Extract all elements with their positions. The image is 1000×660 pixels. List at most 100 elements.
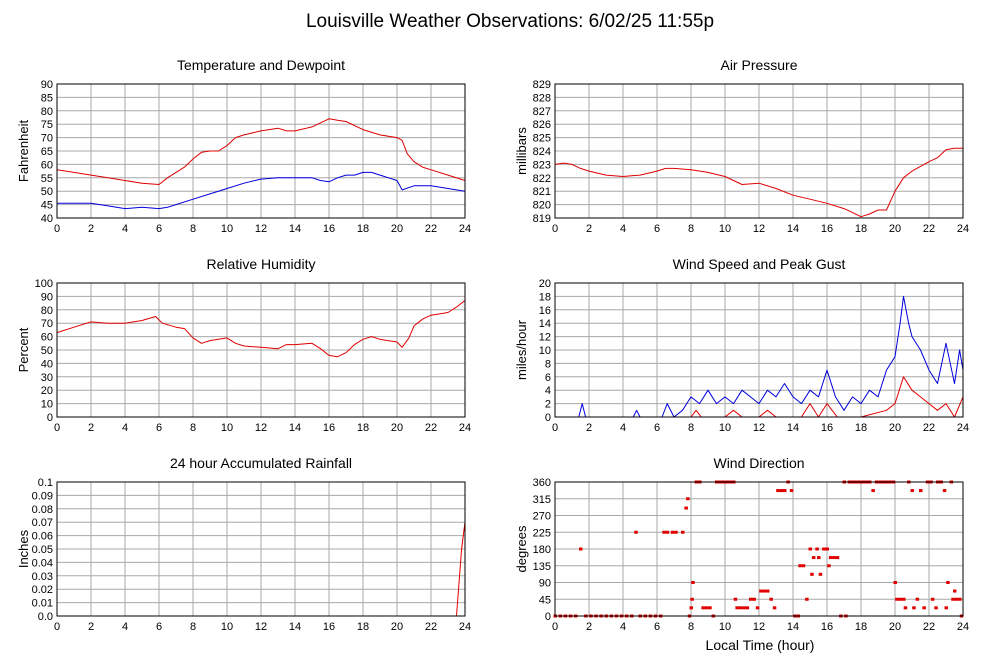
data-point bbox=[681, 530, 685, 534]
x-tick-label: 8 bbox=[688, 422, 694, 434]
series-line-red bbox=[56, 300, 466, 358]
y-tick-label: 90 bbox=[41, 79, 53, 91]
data-point bbox=[634, 530, 638, 534]
x-tick-label: 6 bbox=[654, 223, 660, 235]
x-tick-label: 6 bbox=[654, 621, 660, 633]
x-tick-label: 12 bbox=[753, 223, 765, 235]
data-point bbox=[769, 597, 773, 601]
data-point bbox=[733, 597, 738, 601]
x-tick-label: 16 bbox=[323, 422, 335, 434]
y-tick-label: 30 bbox=[41, 372, 53, 384]
data-point bbox=[912, 606, 916, 610]
y-tick-label: 8 bbox=[545, 358, 551, 370]
data-point bbox=[684, 506, 688, 510]
x-tick-label: 16 bbox=[323, 223, 335, 235]
x-tick-label: 10 bbox=[221, 223, 233, 235]
y-tick-label: 2 bbox=[545, 399, 551, 411]
y-tick-label: 40 bbox=[41, 358, 53, 370]
y-tick-label: 55 bbox=[41, 173, 53, 185]
y-tick-label: 4 bbox=[545, 385, 551, 397]
x-tick-label: 18 bbox=[357, 422, 369, 434]
x-tick-label: 14 bbox=[289, 422, 301, 434]
y-tick-label: 829 bbox=[533, 79, 551, 91]
data-point bbox=[915, 597, 920, 601]
x-tick-label: 6 bbox=[156, 422, 162, 434]
y-tick-label: 825 bbox=[533, 133, 551, 145]
data-point bbox=[691, 581, 695, 584]
data-point bbox=[670, 530, 675, 534]
x-tick-label: 14 bbox=[289, 621, 301, 633]
y-tick-label: 819 bbox=[533, 213, 551, 225]
y-tick-label: 827 bbox=[533, 106, 551, 118]
y-tick-label: 80 bbox=[41, 106, 53, 118]
y-tick-label: 70 bbox=[41, 318, 53, 330]
data-point bbox=[689, 606, 693, 610]
x-tick-label: 10 bbox=[221, 422, 233, 434]
y-tick-label: 70 bbox=[41, 133, 53, 145]
y-tick-label: 180 bbox=[533, 544, 551, 556]
series-line-red bbox=[56, 118, 466, 185]
x-tick-label: 0 bbox=[54, 223, 60, 235]
data-point bbox=[946, 581, 950, 584]
x-axis-name: Local Time (hour) bbox=[706, 637, 815, 653]
x-tick-label: 4 bbox=[122, 422, 128, 434]
data-point bbox=[919, 489, 923, 493]
x-tick-label: 4 bbox=[122, 223, 128, 235]
x-tick-label: 4 bbox=[620, 621, 626, 633]
x-tick-label: 24 bbox=[957, 223, 969, 235]
x-tick-label: 12 bbox=[753, 621, 765, 633]
y-tick-label: 823 bbox=[533, 159, 551, 171]
x-tick-label: 2 bbox=[88, 422, 94, 434]
y-tick-label: 0.0 bbox=[38, 611, 53, 623]
data-point bbox=[752, 597, 756, 601]
x-tick-label: 8 bbox=[688, 621, 694, 633]
y-tick-label: 60 bbox=[41, 332, 53, 344]
y-axis-label: miles/hour bbox=[514, 319, 529, 380]
data-point bbox=[942, 489, 947, 493]
x-tick-label: 22 bbox=[923, 422, 935, 434]
data-point bbox=[704, 606, 709, 610]
y-tick-label: 90 bbox=[539, 578, 551, 590]
data-point bbox=[810, 572, 814, 576]
y-tick-label: 65 bbox=[41, 146, 53, 158]
x-tick-label: 10 bbox=[221, 621, 233, 633]
x-tick-label: 6 bbox=[156, 621, 162, 633]
series-line-blue bbox=[57, 171, 466, 210]
data-point bbox=[811, 556, 816, 560]
y-tick-label: 135 bbox=[533, 561, 551, 573]
data-point bbox=[755, 606, 760, 610]
data-point bbox=[954, 597, 959, 601]
x-tick-label: 2 bbox=[586, 223, 592, 235]
y-tick-label: 75 bbox=[41, 119, 53, 131]
data-point bbox=[902, 597, 906, 601]
x-tick-label: 20 bbox=[391, 223, 403, 235]
data-point bbox=[893, 581, 897, 584]
x-tick-label: 10 bbox=[719, 621, 731, 633]
y-tick-label: 0.01 bbox=[32, 598, 53, 610]
x-tick-label: 24 bbox=[459, 422, 471, 434]
plot-frame bbox=[554, 481, 964, 617]
y-tick-label: 0 bbox=[47, 412, 53, 424]
x-tick-label: 10 bbox=[719, 422, 731, 434]
data-point bbox=[579, 547, 583, 551]
data-point bbox=[808, 547, 812, 551]
y-tick-label: 16 bbox=[539, 305, 551, 317]
y-tick-label: 225 bbox=[533, 527, 551, 539]
x-tick-label: 22 bbox=[923, 223, 935, 235]
data-point bbox=[690, 597, 694, 601]
y-tick-label: 0.1 bbox=[38, 477, 53, 489]
plot-frame bbox=[554, 282, 964, 418]
y-tick-label: 0 bbox=[545, 412, 551, 424]
y-axis-label: millibars bbox=[514, 127, 529, 175]
data-point bbox=[762, 589, 767, 593]
x-tick-label: 14 bbox=[787, 223, 799, 235]
x-tick-label: 22 bbox=[425, 422, 437, 434]
x-tick-label: 2 bbox=[88, 223, 94, 235]
x-tick-label: 0 bbox=[54, 422, 60, 434]
data-point bbox=[783, 489, 787, 493]
x-tick-label: 18 bbox=[855, 223, 867, 235]
y-tick-label: 0 bbox=[545, 611, 551, 623]
x-tick-label: 20 bbox=[391, 422, 403, 434]
x-tick-label: 4 bbox=[620, 422, 626, 434]
